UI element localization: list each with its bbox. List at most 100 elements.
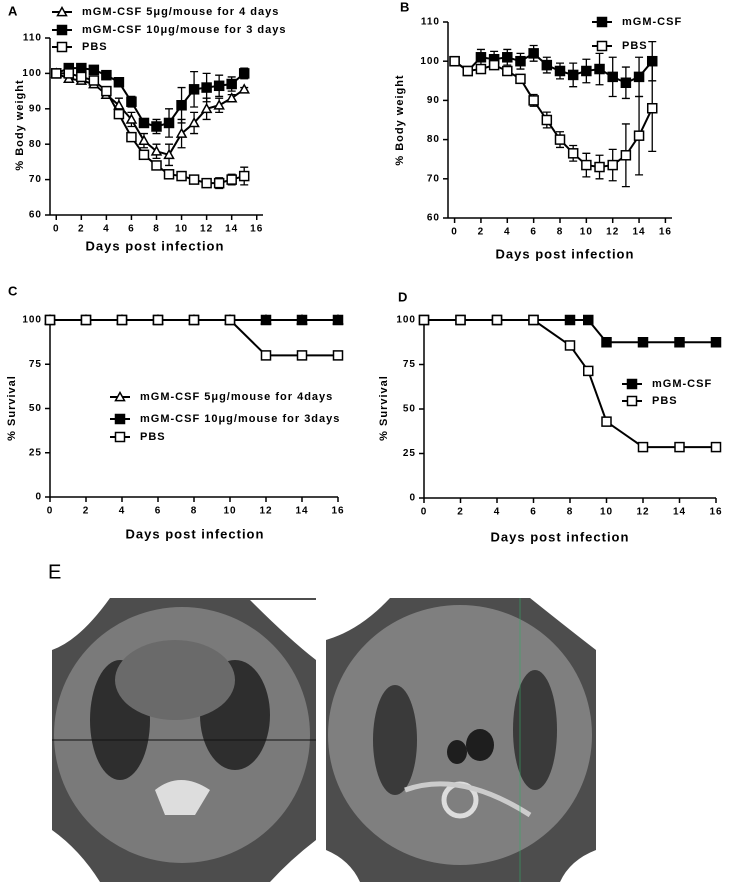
y-tick-label: 90 <box>427 95 440 106</box>
marker <box>502 52 513 63</box>
marker <box>226 174 237 185</box>
marker <box>418 314 430 326</box>
marker <box>116 314 128 326</box>
y-tick-label: 0 <box>409 493 416 504</box>
x-tick-label: 12 <box>259 506 272 517</box>
marker <box>594 63 605 75</box>
marker <box>528 314 539 326</box>
marker <box>541 59 553 71</box>
x-tick-label: 4 <box>119 506 126 517</box>
x-tick-label: 12 <box>606 227 619 238</box>
marker <box>88 75 100 86</box>
x-tick-label: 4 <box>504 227 511 238</box>
x-tick-label: 4 <box>103 224 110 235</box>
panel-label: E <box>48 561 62 583</box>
y-tick-label: 110 <box>421 17 440 28</box>
y-tick-label: 75 <box>29 359 42 370</box>
y-tick-label: 80 <box>29 139 42 150</box>
x-tick-label: 14 <box>225 224 238 235</box>
ct-image-left <box>52 598 316 882</box>
marker <box>554 65 566 77</box>
y-tick-label: 100 <box>420 56 440 67</box>
marker <box>332 350 344 361</box>
x-axis-title: Days post infection <box>496 246 635 261</box>
x-axis-title: Days post infection <box>491 529 630 544</box>
marker <box>491 314 503 326</box>
legend-label: mGM-CSF 10μg/mouse for 3days <box>140 413 340 425</box>
series-line <box>55 67 245 128</box>
marker <box>138 117 150 129</box>
panel-label: D <box>398 289 408 304</box>
marker <box>238 68 250 79</box>
marker <box>151 160 162 171</box>
marker <box>188 314 200 326</box>
x-tick-label: 14 <box>632 227 645 238</box>
x-tick-label: 0 <box>47 506 54 517</box>
series-line <box>50 319 338 357</box>
x-tick-label: 2 <box>457 507 464 518</box>
marker <box>113 77 125 88</box>
legend-marker <box>626 395 638 407</box>
marker <box>601 337 612 348</box>
legend-label: mGM-CSF 5μg/mouse for 4 days <box>82 6 279 18</box>
legend-label: mGM-CSF <box>622 16 682 28</box>
y-tick-label: 70 <box>29 174 42 185</box>
marker <box>113 108 125 120</box>
marker <box>637 337 649 348</box>
marker <box>44 314 56 326</box>
marker <box>620 77 632 89</box>
x-tick-label: 2 <box>83 506 90 517</box>
marker <box>151 121 162 132</box>
x-tick-label: 6 <box>530 227 537 238</box>
ct-image-right <box>326 598 596 882</box>
marker <box>260 314 272 326</box>
marker <box>646 102 658 114</box>
marker <box>188 174 200 185</box>
marker <box>163 117 175 129</box>
series-line <box>55 72 245 156</box>
x-tick-label: 0 <box>451 227 458 238</box>
panel-label: B <box>400 0 410 14</box>
marker <box>152 314 164 326</box>
marker <box>163 148 175 160</box>
x-tick-label: 2 <box>78 224 85 235</box>
legend-label: mGM-CSF 10μg/mouse for 3 days <box>82 24 286 36</box>
x-tick-label: 12 <box>200 224 213 235</box>
legend-marker <box>114 413 126 425</box>
marker <box>581 65 592 77</box>
marker <box>637 441 649 453</box>
marker <box>201 177 212 189</box>
marker <box>51 68 62 79</box>
marker <box>633 71 645 83</box>
marker <box>88 64 100 76</box>
x-tick-label: 10 <box>223 506 236 517</box>
marker <box>213 177 225 189</box>
marker <box>502 65 513 77</box>
marker <box>607 159 618 171</box>
marker <box>554 134 566 145</box>
panel-label: A <box>8 3 18 18</box>
x-tick-label: 8 <box>567 507 574 518</box>
legend-label: mGM-CSF <box>652 378 712 390</box>
marker <box>462 65 474 77</box>
y-tick-label: 75 <box>403 359 416 370</box>
marker <box>176 170 187 182</box>
x-tick-label: 4 <box>494 507 501 518</box>
series-line <box>453 52 654 84</box>
legend-label: mGM-CSF 5μg/mouse for 4days <box>140 391 333 403</box>
series-line <box>56 72 245 185</box>
marker <box>80 314 92 326</box>
marker <box>225 92 238 103</box>
y-tick-label: 100 <box>22 68 42 79</box>
legend-marker <box>56 5 68 17</box>
y-tick-label: 0 <box>35 492 42 503</box>
legend-label: PBS <box>622 40 648 52</box>
x-tick-label: 12 <box>636 507 649 518</box>
x-tick-label: 16 <box>709 507 722 518</box>
marker <box>296 314 308 326</box>
y-axis-title: % Survival <box>378 375 390 441</box>
x-tick-label: 6 <box>530 507 537 518</box>
legend-marker <box>596 40 608 52</box>
series-line <box>453 60 654 169</box>
panel-label: C <box>8 283 18 298</box>
